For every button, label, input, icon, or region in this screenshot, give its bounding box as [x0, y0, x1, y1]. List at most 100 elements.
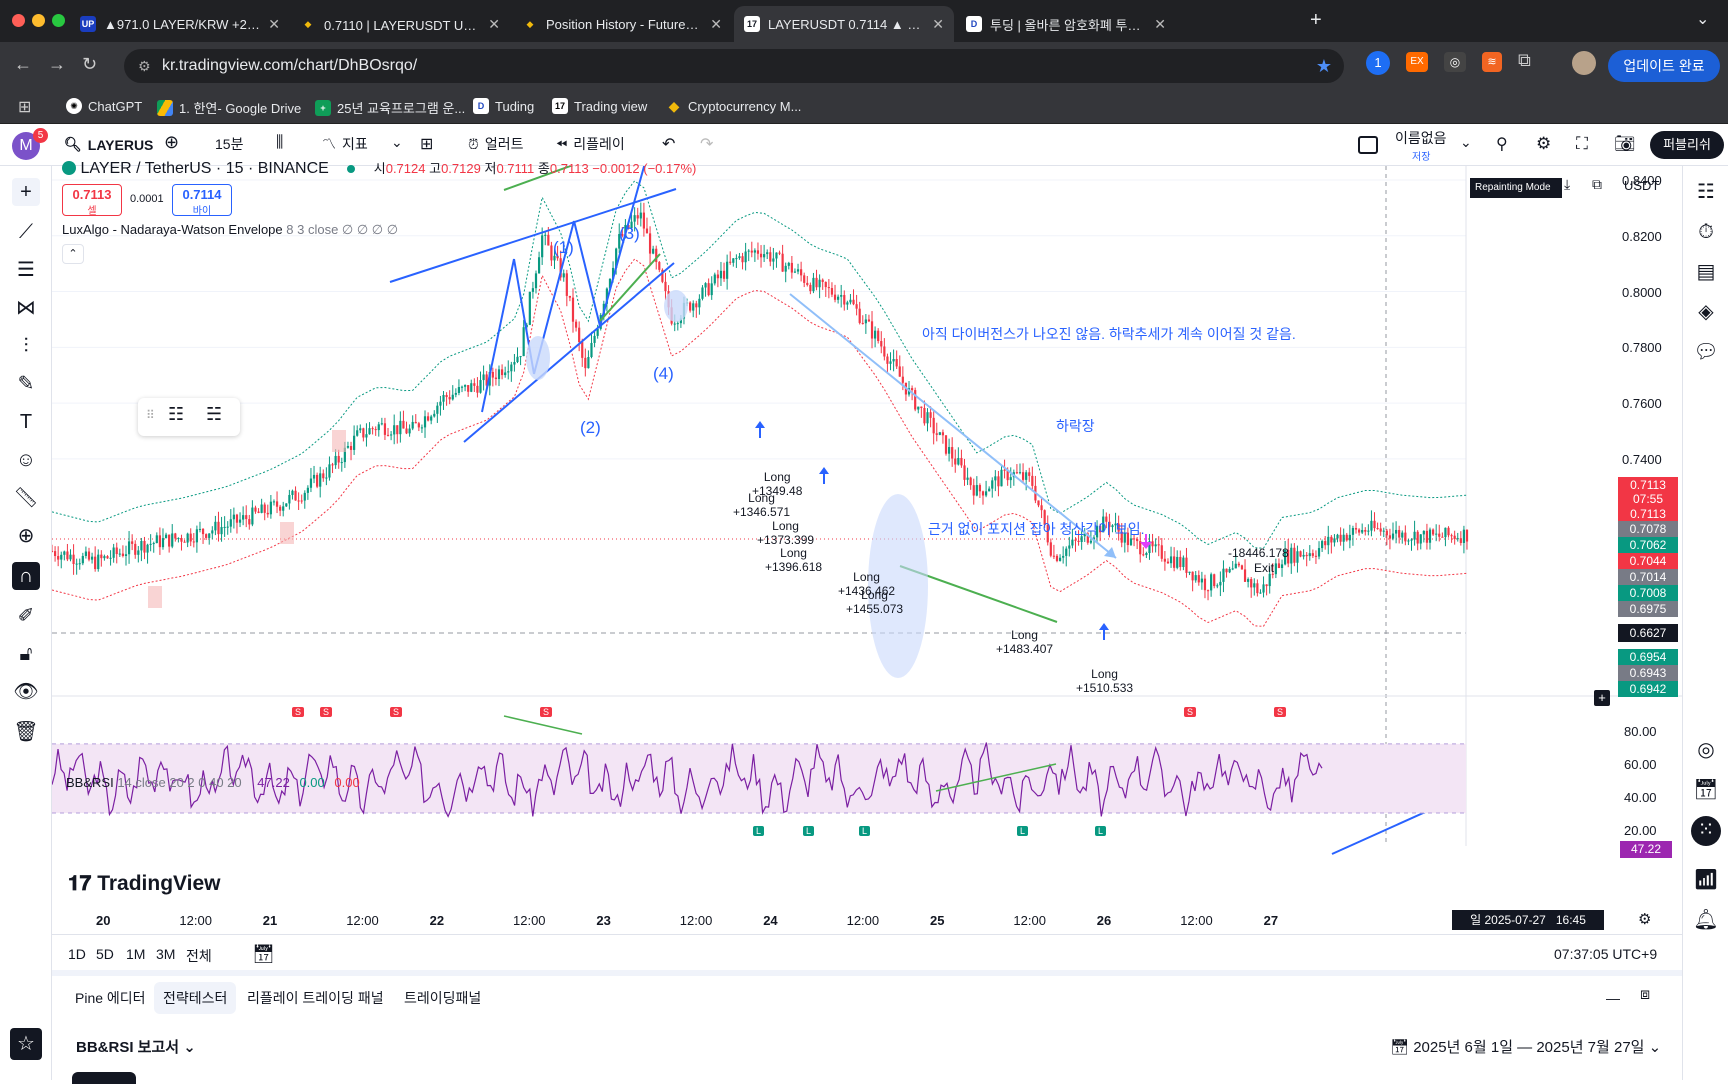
- layout-grid-icon[interactable]: ⊞: [420, 136, 434, 153]
- ruler-icon[interactable]: 📏︎: [13, 487, 39, 509]
- site-info-icon[interactable]: ⚙: [138, 58, 151, 74]
- update-button[interactable]: 업데이트 완료: [1608, 50, 1720, 82]
- annotation-note-downtrend[interactable]: 하락장: [1056, 418, 1095, 434]
- tab-close-icon[interactable]: ✕: [1154, 15, 1166, 32]
- crosshair-icon[interactable]: +: [12, 178, 40, 206]
- text-icon[interactable]: T: [19, 411, 33, 433]
- browser-tab[interactable]: ◆ Position History - Futures Ord ✕: [512, 6, 732, 42]
- address-bar[interactable]: ⚙ kr.tradingview.com/chart/DhBOsrqo/ ★: [124, 49, 1344, 83]
- minimize-window-icon[interactable]: [32, 14, 45, 27]
- bookmark-star-icon[interactable]: ★: [1315, 56, 1332, 76]
- browser-tab[interactable]: 17 LAYERUSDT 0.7114 ▲ +1.92% ✕: [734, 6, 954, 42]
- bookmark-education[interactable]: +25년 교육프로그램 운...: [315, 98, 465, 117]
- restore-icon[interactable]: ⧉: [1592, 176, 1602, 192]
- bookmark-tradingview[interactable]: 17 Trading view: [552, 98, 647, 114]
- minimize-panel-icon[interactable]: —: [1606, 990, 1620, 1006]
- extension-glasses-icon[interactable]: ◎: [1444, 52, 1466, 72]
- price-chart[interactable]: [52, 166, 1682, 930]
- back-icon[interactable]: ←: [14, 54, 32, 74]
- floating-drawing-toolbar[interactable]: ⠿ ☷ ☵: [138, 398, 240, 436]
- browser-tab[interactable]: UP ▲971.0 LAYER/KRW +2.20% ✕: [70, 6, 290, 42]
- bookmark-chatgpt[interactable]: ✺ ChatGPT: [66, 98, 142, 114]
- trash-icon[interactable]: 🗑︎: [13, 721, 39, 743]
- currency-selector[interactable]: USDT: [1624, 178, 1660, 193]
- fib-settings-icon[interactable]: ☷: [168, 404, 185, 424]
- layout-name[interactable]: 이름없음: [1395, 130, 1447, 146]
- apps-dots-icon[interactable]: ⁙: [1691, 816, 1721, 846]
- calendar-icon[interactable]: 📅︎: [1693, 779, 1719, 801]
- close-window-icon[interactable]: [12, 14, 25, 27]
- bookmark-google-drive[interactable]: 1. 한연- Google Drive: [157, 98, 301, 117]
- lock-icon[interactable]: 🔓︎: [19, 643, 33, 665]
- panel-tab-2[interactable]: 리플레이 트레이딩 패널: [247, 990, 384, 1006]
- report-date-range[interactable]: 📅︎ 2025년 6월 1일 — 2025년 7월 27일 ⌄: [1390, 1039, 1662, 1056]
- panel-tab-1[interactable]: 전략테스터: [154, 982, 237, 1014]
- watchlist-icon[interactable]: ☷: [1697, 181, 1715, 203]
- range-button-2[interactable]: 1M: [126, 946, 146, 962]
- settings-gear-icon[interactable]: ⚙: [1536, 134, 1552, 153]
- interval-selector[interactable]: 15분: [215, 136, 244, 152]
- layout-dropdown-icon[interactable]: ⌄: [1460, 134, 1472, 150]
- annotation-note-divergence[interactable]: 아직 다이버전스가 나오진 않음. 하락추세가 계속 이어질 것 같음.: [922, 326, 1296, 342]
- annotation-note-liquidation[interactable]: 근거 없이 포지션 잡아 청산각이 보임.: [928, 521, 1145, 537]
- bell-icon[interactable]: 🔔︎: [1693, 909, 1719, 931]
- wave-label-1[interactable]: (1): [553, 238, 574, 257]
- tab-close-icon[interactable]: ✕: [710, 15, 722, 32]
- browser-tab[interactable]: ◆ 0.7110 | LAYERUSDT USDⓈ-M ✕: [290, 6, 510, 42]
- new-tab-icon[interactable]: +: [1310, 9, 1322, 31]
- fib-extended-icon[interactable]: ☵: [206, 404, 223, 424]
- extension-1password-icon[interactable]: 1: [1366, 51, 1390, 75]
- bookmark-tuding[interactable]: D Tuding: [473, 98, 534, 114]
- panel-tab-0[interactable]: Pine 에디터: [75, 990, 146, 1006]
- tab-close-icon[interactable]: ✕: [932, 15, 944, 32]
- legend-title[interactable]: LAYER / TetherUS · 15 · BINANCE: [80, 160, 329, 177]
- range-button-4[interactable]: 전체: [186, 948, 212, 964]
- clock-text[interactable]: 07:37:05 UTC+9: [1554, 946, 1658, 962]
- collapse-legend-icon[interactable]: ⌃: [62, 244, 84, 264]
- extension-ex-icon[interactable]: EX: [1406, 52, 1428, 72]
- indicators-button[interactable]: 〽 지표: [322, 136, 368, 152]
- alert-button[interactable]: ⏰︎ 얼러트: [468, 135, 524, 153]
- undo-icon[interactable]: ↶: [662, 136, 676, 153]
- symbol-search[interactable]: 🔍︎ LAYERUS: [64, 136, 154, 153]
- publish-button[interactable]: 퍼블리쉬: [1650, 131, 1724, 159]
- drag-handle-icon[interactable]: ⠿: [146, 408, 155, 422]
- zoom-icon[interactable]: ⊕: [17, 525, 35, 547]
- apps-grid-icon[interactable]: ⊞: [18, 99, 32, 116]
- replay-button[interactable]: ⏪︎ 리플레이: [556, 135, 625, 153]
- compare-add-icon[interactable]: ⊕: [164, 132, 180, 152]
- extension-rss-icon[interactable]: ≋: [1482, 52, 1502, 72]
- redo-icon[interactable]: ↷: [700, 136, 714, 153]
- maximize-window-icon[interactable]: [52, 14, 65, 27]
- wave-label-2[interactable]: (2): [580, 418, 601, 437]
- maximize-panel-icon[interactable]: ⧈: [1640, 986, 1651, 1003]
- target-icon[interactable]: ◎: [1697, 739, 1715, 761]
- range-button-1[interactable]: 5D: [96, 946, 114, 962]
- profile-avatar[interactable]: [1572, 51, 1596, 75]
- magnet-icon[interactable]: ∩: [12, 562, 40, 590]
- extensions-puzzle-icon[interactable]: ⧉: [1518, 50, 1531, 70]
- range-button-0[interactable]: 1D: [68, 946, 86, 962]
- indicator-legend[interactable]: LuxAlgo - Nadaraya-Watson Envelope 8 3 c…: [62, 222, 399, 237]
- add-price-line-icon[interactable]: +: [1594, 690, 1610, 706]
- candle-type-icon[interactable]: ⫼: [276, 134, 284, 151]
- metrics-tab[interactable]: [72, 1072, 136, 1084]
- trendline-icon[interactable]: ⟋: [19, 221, 33, 243]
- tab-close-icon[interactable]: ✕: [268, 15, 280, 32]
- fullscreen-icon[interactable]: ⛶: [1576, 134, 1588, 153]
- favorites-star-icon[interactable]: ☆: [10, 1028, 42, 1060]
- tab-close-icon[interactable]: ✕: [488, 15, 500, 32]
- alerts-clock-icon[interactable]: ⏱︎: [1698, 221, 1714, 243]
- pattern-icon[interactable]: ⋈: [16, 297, 36, 319]
- download-icon[interactable]: ⤓: [1564, 176, 1571, 192]
- indicator-dropdown-icon[interactable]: ⌄: [391, 134, 403, 150]
- forward-icon[interactable]: →: [48, 54, 66, 74]
- browser-tab[interactable]: D 투딩 | 올바른 암호화폐 투자의 모든 ✕: [956, 6, 1176, 42]
- reload-icon[interactable]: ↻: [82, 54, 98, 74]
- wave-label-4[interactable]: (4): [653, 364, 674, 383]
- fib-icon[interactable]: ☰: [17, 259, 35, 281]
- chat-icon[interactable]: 💬︎: [1693, 341, 1719, 363]
- camera-icon[interactable]: 📷︎: [1614, 134, 1636, 153]
- wave-label-3[interactable]: (3): [619, 224, 640, 243]
- buy-button[interactable]: 0.7114 바이: [172, 184, 232, 217]
